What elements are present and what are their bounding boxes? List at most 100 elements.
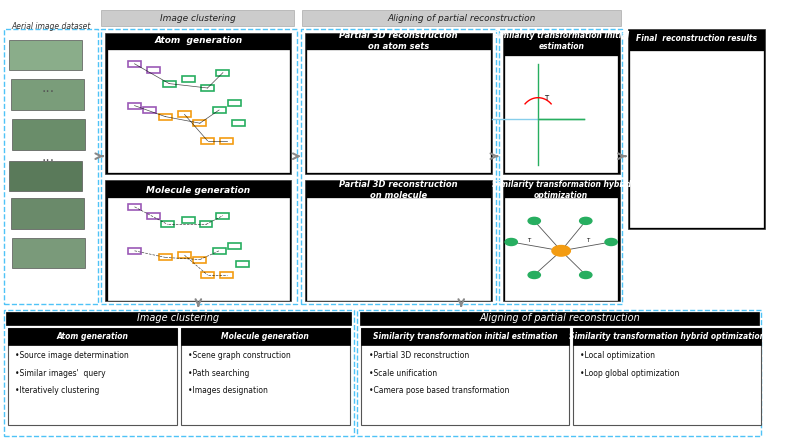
Bar — [9, 40, 83, 70]
Bar — [201, 85, 214, 91]
Bar — [108, 50, 289, 172]
Bar — [159, 254, 171, 260]
Bar — [213, 107, 226, 113]
Text: •Iteratively clustering: •Iteratively clustering — [16, 386, 100, 395]
Bar — [101, 10, 294, 26]
Text: T: T — [555, 246, 558, 251]
Bar — [628, 29, 765, 229]
Text: Image clustering: Image clustering — [160, 14, 236, 22]
Text: Molecule generation: Molecule generation — [222, 332, 309, 341]
Text: Partial 3D reconstruction
on atom sets: Partial 3D reconstruction on atom sets — [339, 31, 457, 51]
Text: Aligning of partial reconstruction: Aligning of partial reconstruction — [387, 14, 535, 22]
Bar — [573, 328, 761, 345]
Circle shape — [605, 238, 617, 246]
Text: •Source image determination: •Source image determination — [16, 351, 129, 360]
Bar — [220, 272, 233, 278]
Bar — [307, 198, 490, 300]
Bar — [220, 138, 233, 144]
Bar — [13, 119, 86, 150]
Bar — [128, 248, 141, 254]
Circle shape — [579, 271, 592, 279]
Bar — [147, 213, 160, 219]
Text: Aerial image dataset: Aerial image dataset — [12, 22, 91, 31]
Bar — [505, 56, 617, 172]
FancyBboxPatch shape — [573, 328, 761, 425]
Text: •Similar images'  query: •Similar images' query — [16, 369, 106, 378]
Bar — [178, 111, 191, 117]
Bar — [213, 248, 226, 254]
Bar — [503, 33, 619, 174]
Bar — [360, 312, 758, 325]
Bar — [163, 81, 175, 87]
Text: ···: ··· — [41, 84, 54, 99]
Bar — [228, 243, 241, 249]
Circle shape — [579, 217, 592, 224]
Bar — [228, 100, 241, 106]
FancyBboxPatch shape — [362, 328, 569, 425]
Bar — [307, 50, 490, 172]
Bar — [128, 204, 141, 210]
Bar — [105, 33, 292, 174]
Bar — [193, 120, 206, 126]
Text: Molecule generation: Molecule generation — [146, 186, 251, 194]
FancyBboxPatch shape — [8, 328, 177, 425]
Text: •Loop global optimization: •Loop global optimization — [580, 369, 680, 378]
Bar — [8, 328, 177, 345]
Circle shape — [552, 246, 571, 256]
Text: •Partial 3D reconstruction: •Partial 3D reconstruction — [369, 351, 469, 360]
Bar — [503, 180, 619, 301]
Bar — [13, 238, 86, 268]
Circle shape — [528, 271, 541, 279]
Bar — [182, 76, 195, 82]
Text: Partial 3D reconstruction
on molecule: Partial 3D reconstruction on molecule — [339, 180, 457, 200]
Bar — [201, 272, 214, 278]
Bar — [232, 120, 244, 126]
Bar — [182, 217, 195, 223]
Bar — [128, 61, 141, 67]
Bar — [505, 198, 617, 300]
Text: Similarity transformation hybrid
optimization: Similarity transformation hybrid optimiz… — [491, 180, 631, 200]
Text: Atom generation: Atom generation — [57, 332, 128, 341]
Text: •Images designation: •Images designation — [189, 386, 268, 395]
Text: T: T — [563, 246, 566, 251]
Bar — [201, 138, 214, 144]
Text: Aligning of partial reconstruction: Aligning of partial reconstruction — [479, 313, 640, 323]
FancyBboxPatch shape — [181, 328, 350, 425]
Bar — [159, 114, 171, 120]
Bar — [161, 221, 174, 227]
Bar — [11, 79, 84, 110]
Text: •Path searching: •Path searching — [189, 369, 250, 378]
Bar — [200, 221, 212, 227]
Bar — [305, 33, 492, 174]
Text: •Local optimization: •Local optimization — [580, 351, 656, 360]
Text: Similarity transformation initial estimation: Similarity transformation initial estima… — [373, 332, 557, 341]
Text: Similarity transformation hybrid optimization: Similarity transformation hybrid optimiz… — [569, 332, 765, 341]
Text: Image clustering: Image clustering — [138, 313, 219, 323]
Text: •Scale unification: •Scale unification — [369, 369, 437, 378]
Bar — [6, 312, 351, 325]
Bar — [105, 180, 292, 301]
Bar — [147, 67, 160, 73]
Bar — [181, 328, 350, 345]
Text: Final  reconstruction results: Final reconstruction results — [636, 34, 757, 43]
Circle shape — [505, 238, 517, 246]
Text: •Camera pose based transformation: •Camera pose based transformation — [369, 386, 509, 395]
Bar — [236, 261, 248, 267]
Bar — [216, 70, 230, 76]
Bar — [193, 257, 206, 263]
Bar — [302, 10, 621, 26]
Text: T: T — [544, 95, 549, 101]
Bar — [9, 161, 83, 191]
Bar — [305, 180, 492, 301]
Text: Similarity transformation initial
estimation: Similarity transformation initial estima… — [493, 31, 630, 51]
Bar — [362, 328, 569, 345]
Bar — [216, 213, 230, 219]
Bar — [178, 252, 191, 258]
Text: T: T — [586, 238, 589, 243]
Text: T: T — [527, 238, 531, 243]
Bar — [128, 103, 141, 109]
Bar — [108, 198, 289, 300]
Text: Atom  generation: Atom generation — [154, 37, 242, 45]
Bar — [630, 51, 762, 227]
Circle shape — [528, 217, 541, 224]
